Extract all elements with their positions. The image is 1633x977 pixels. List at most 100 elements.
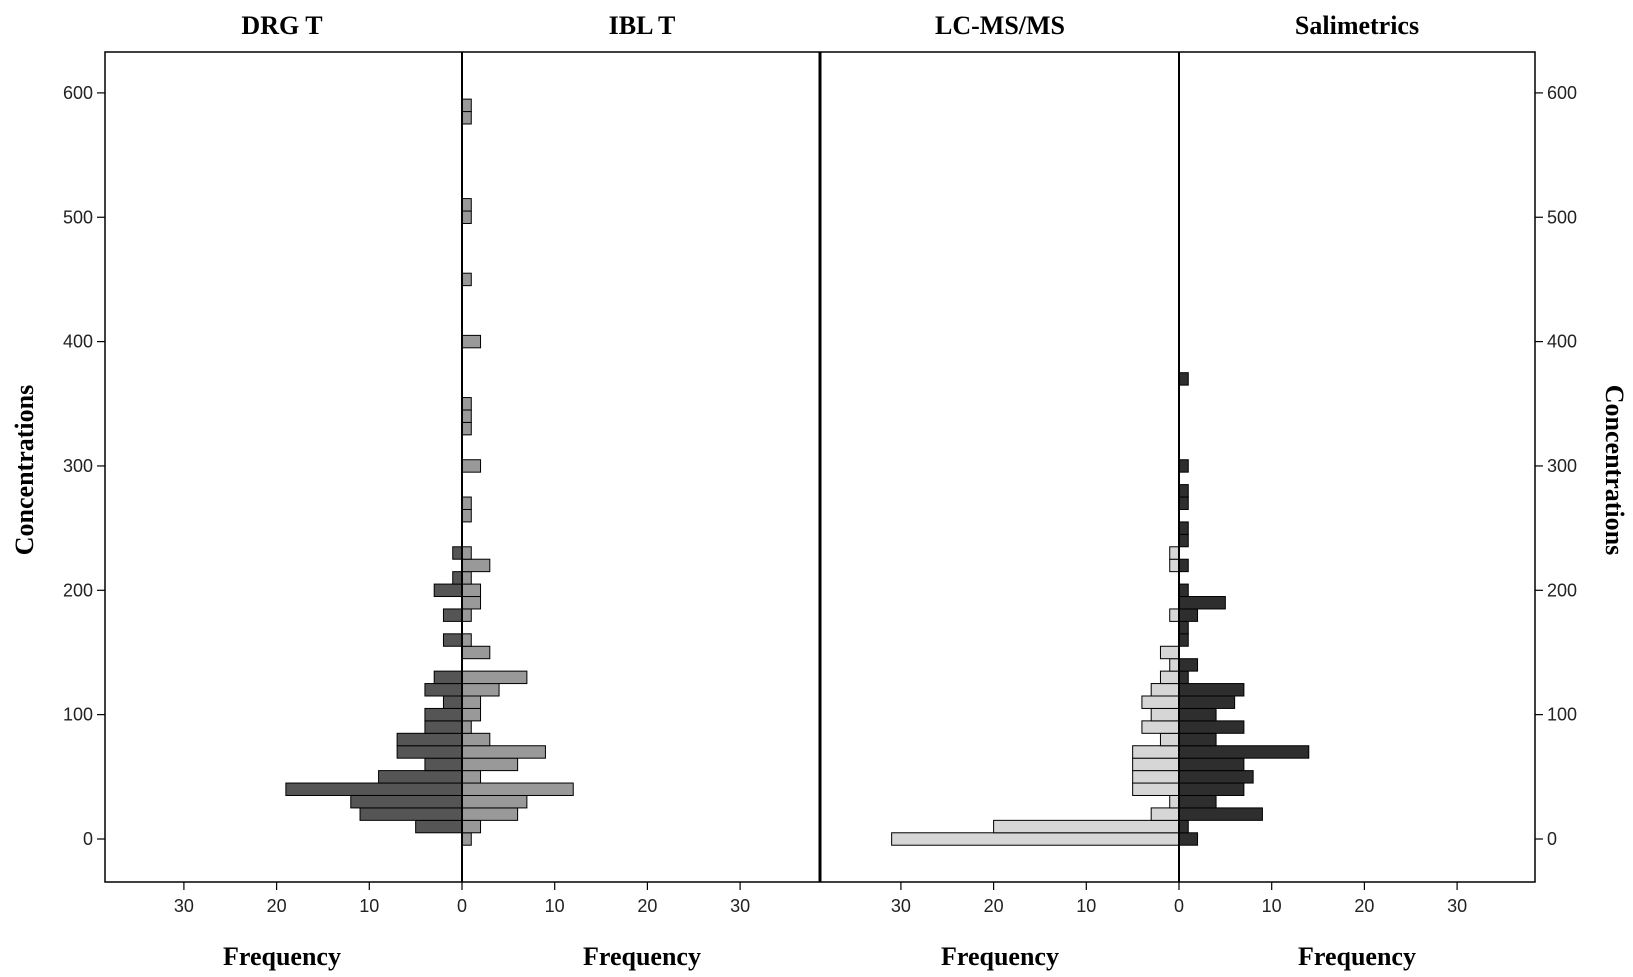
x-tick-label-2-2: 10 bbox=[1076, 896, 1096, 916]
bar-ibl-t-580 bbox=[461, 111, 472, 125]
bar-lc-ms-ms-20 bbox=[1150, 807, 1180, 821]
bar-salimetrics-30 bbox=[1178, 794, 1217, 809]
bar-drg-t-80 bbox=[396, 732, 463, 747]
bar-salimetrics-180 bbox=[1178, 608, 1199, 622]
bar-salimetrics-100 bbox=[1178, 707, 1217, 722]
bar-salimetrics-70 bbox=[1178, 745, 1310, 759]
bar-drg-t-60 bbox=[424, 757, 463, 772]
bar-lc-ms-ms-60 bbox=[1132, 757, 1180, 772]
bar-lc-ms-ms-220 bbox=[1169, 558, 1180, 573]
x-tick-label-2-4: 10 bbox=[1262, 896, 1282, 916]
bar-salimetrics-220 bbox=[1178, 558, 1189, 573]
bar-lc-ms-ms-180 bbox=[1169, 608, 1180, 622]
bar-ibl-t-180 bbox=[461, 608, 472, 622]
bar-drg-t-210 bbox=[452, 571, 463, 585]
bar-ibl-t-500 bbox=[461, 210, 472, 224]
bar-ibl-t-80 bbox=[461, 732, 491, 747]
bar-ibl-t-150 bbox=[461, 645, 491, 660]
panel-title-salimetrics: Salimetrics bbox=[1295, 11, 1419, 40]
bar-ibl-t-590 bbox=[461, 98, 472, 113]
bar-drg-t-120 bbox=[424, 683, 463, 697]
bar-ibl-t-90 bbox=[461, 720, 472, 734]
x-axis-label-1: Frequency bbox=[223, 942, 341, 971]
histogram-bars bbox=[285, 98, 1310, 846]
y-tick-label-right-0: 0 bbox=[1547, 829, 1557, 849]
y-axis-label-right: Concentrations bbox=[1600, 385, 1629, 555]
bar-lc-ms-ms-10 bbox=[993, 819, 1180, 834]
bar-lc-ms-ms-80 bbox=[1159, 732, 1180, 747]
bar-ibl-t-110 bbox=[461, 695, 482, 709]
bar-salimetrics-160 bbox=[1178, 633, 1189, 647]
bar-ibl-t-210 bbox=[461, 571, 472, 585]
bar-ibl-t-50 bbox=[461, 770, 482, 784]
bar-lc-ms-ms-90 bbox=[1141, 720, 1180, 734]
bar-ibl-t-230 bbox=[461, 546, 472, 560]
bar-lc-ms-ms-0 bbox=[891, 832, 1180, 846]
bar-ibl-t-10 bbox=[461, 819, 482, 834]
y-axis-label-left: Concentrations bbox=[10, 385, 39, 555]
bar-lc-ms-ms-230 bbox=[1169, 546, 1180, 560]
bar-ibl-t-450 bbox=[461, 272, 472, 287]
bar-salimetrics-270 bbox=[1178, 496, 1189, 510]
y-tick-label-right-500: 500 bbox=[1547, 207, 1577, 227]
bar-drg-t-40 bbox=[285, 782, 463, 796]
x-tick-label-2-6: 30 bbox=[1447, 896, 1467, 916]
bar-salimetrics-110 bbox=[1178, 695, 1236, 709]
x-tick-label-1-4: 10 bbox=[545, 896, 565, 916]
y-tick-label-left-200: 200 bbox=[63, 580, 93, 600]
bar-ibl-t-350 bbox=[461, 397, 472, 411]
bar-ibl-t-20 bbox=[461, 807, 519, 821]
y-tick-label-left-300: 300 bbox=[63, 456, 93, 476]
bar-salimetrics-40 bbox=[1178, 782, 1245, 796]
bar-salimetrics-300 bbox=[1178, 459, 1189, 473]
bar-lc-ms-ms-140 bbox=[1169, 658, 1180, 672]
bar-drg-t-30 bbox=[350, 794, 463, 809]
bar-salimetrics-50 bbox=[1178, 770, 1254, 784]
x-tick-label-2-5: 20 bbox=[1354, 896, 1374, 916]
bar-ibl-t-160 bbox=[461, 633, 472, 647]
bar-salimetrics-240 bbox=[1178, 533, 1189, 548]
bar-salimetrics-370 bbox=[1178, 372, 1189, 386]
bar-lc-ms-ms-30 bbox=[1169, 794, 1180, 809]
x-tick-label-1-5: 20 bbox=[637, 896, 657, 916]
y-tick-label-right-300: 300 bbox=[1547, 456, 1577, 476]
bar-ibl-t-300 bbox=[461, 459, 482, 473]
x-axis-label-3: Frequency bbox=[941, 942, 1059, 971]
bar-ibl-t-340 bbox=[461, 409, 472, 423]
x-tick-label-1-1: 20 bbox=[267, 896, 287, 916]
bar-ibl-t-200 bbox=[461, 583, 482, 598]
bar-salimetrics-190 bbox=[1178, 596, 1226, 610]
y-tick-label-left-100: 100 bbox=[63, 705, 93, 725]
bar-drg-t-20 bbox=[359, 807, 463, 821]
bar-salimetrics-140 bbox=[1178, 658, 1199, 672]
bar-salimetrics-280 bbox=[1178, 484, 1189, 498]
bar-ibl-t-40 bbox=[461, 782, 574, 796]
x-tick-label-2-3: 0 bbox=[1174, 896, 1184, 916]
y-tick-label-left-600: 600 bbox=[63, 83, 93, 103]
x-tick-label-1-3: 0 bbox=[457, 896, 467, 916]
bar-drg-t-90 bbox=[424, 720, 463, 734]
x-tick-label-2-0: 30 bbox=[891, 896, 911, 916]
y-tick-label-left-0: 0 bbox=[83, 829, 93, 849]
bar-salimetrics-130 bbox=[1178, 670, 1189, 685]
y-tick-label-left-400: 400 bbox=[63, 332, 93, 352]
bar-drg-t-180 bbox=[442, 608, 463, 622]
bar-salimetrics-170 bbox=[1178, 620, 1189, 635]
bar-lc-ms-ms-130 bbox=[1159, 670, 1180, 685]
panel-title-lc-ms-ms: LC-MS/MS bbox=[935, 11, 1065, 40]
x-tick-label-1-6: 30 bbox=[730, 896, 750, 916]
bar-lc-ms-ms-100 bbox=[1150, 707, 1180, 722]
bar-salimetrics-80 bbox=[1178, 732, 1217, 747]
bar-lc-ms-ms-70 bbox=[1132, 745, 1180, 759]
x-axis-label-2: Frequency bbox=[583, 942, 701, 971]
bar-salimetrics-200 bbox=[1178, 583, 1189, 598]
x-axis-label-4: Frequency bbox=[1298, 942, 1416, 971]
y-tick-label-left-500: 500 bbox=[63, 207, 93, 227]
bar-drg-t-130 bbox=[433, 670, 463, 685]
bar-ibl-t-100 bbox=[461, 707, 482, 722]
bar-drg-t-100 bbox=[424, 707, 463, 722]
bar-drg-t-50 bbox=[378, 770, 463, 784]
bar-salimetrics-120 bbox=[1178, 683, 1245, 697]
bar-ibl-t-120 bbox=[461, 683, 500, 697]
bar-drg-t-200 bbox=[433, 583, 463, 598]
